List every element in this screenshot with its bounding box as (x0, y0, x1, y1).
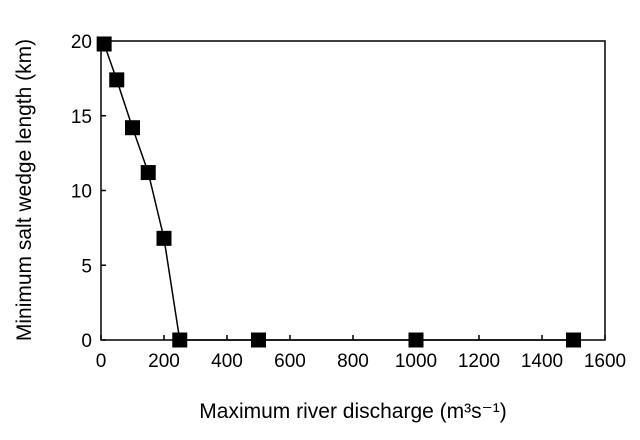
y-axis-label: Minimum salt wedge length (km) (13, 39, 36, 341)
x-tick-label: 200 (148, 351, 180, 372)
x-axis-label: Maximum river discharge (m³s⁻¹) (199, 400, 506, 423)
data-point (140, 165, 156, 181)
data-point (408, 332, 424, 348)
x-tick-label: 1000 (395, 351, 437, 372)
x-tick-label: 1200 (458, 351, 500, 372)
x-tick-label: 800 (337, 351, 369, 372)
x-tick-label: 400 (211, 351, 243, 372)
x-tick-label: 1600 (584, 351, 626, 372)
x-tick-label: 600 (274, 351, 306, 372)
data-point (172, 332, 188, 348)
x-tick-label: 0 (96, 351, 107, 372)
y-tick-label: 20 (71, 32, 92, 53)
y-tick-label: 0 (81, 331, 92, 352)
data-point (156, 230, 172, 246)
data-point (96, 36, 112, 52)
data-point (109, 72, 125, 88)
plot-area (100, 40, 606, 341)
series-line (103, 43, 574, 341)
data-point (566, 332, 581, 348)
y-tick-label: 15 (71, 107, 92, 128)
data-point (125, 120, 140, 136)
y-tick-label: 5 (81, 256, 92, 277)
data-point (251, 332, 266, 348)
y-tick-label: 10 (71, 182, 92, 203)
x-tick-label: 1400 (521, 351, 563, 372)
